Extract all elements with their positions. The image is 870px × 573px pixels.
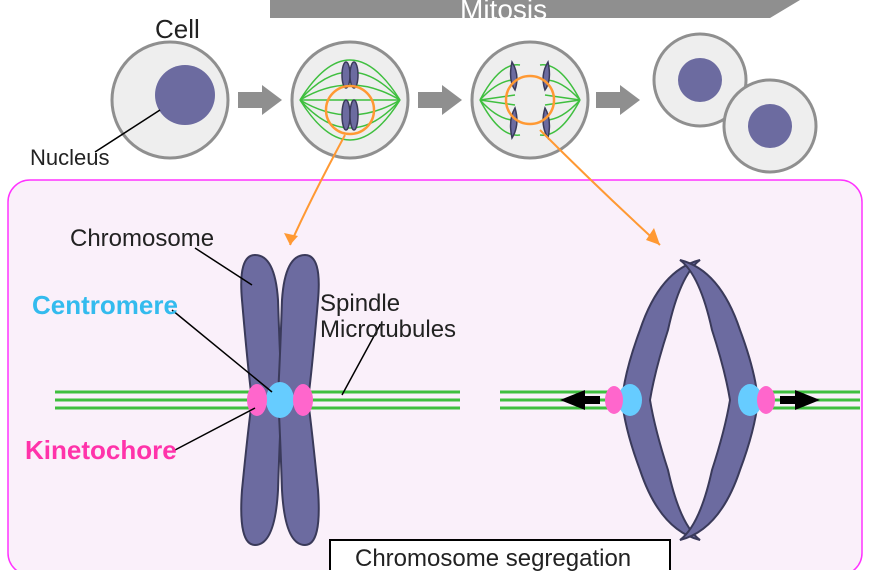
spindle-label-1: Spindle [320,290,400,318]
nucleus-label: Nucleus [30,145,109,171]
arrow-1 [238,85,282,115]
cell-stage-3 [472,42,588,158]
mitosis-title: Mitosis [460,0,547,26]
chromosome-label: Chromosome [70,225,214,253]
arrow-3 [596,85,640,115]
cell-stage-4 [654,34,816,172]
diagram-canvas [0,0,870,570]
segregation-label: Chromosome segregation [355,545,631,573]
cell-stage-1 [95,42,228,158]
spindle-label-2: Microtubules [320,316,456,344]
cell-label: Cell [155,14,200,45]
arrow-2 [418,85,462,115]
centromere-label: Centromere [32,290,178,321]
cell-stage-2 [292,42,408,158]
kinetochore-label: Kinetochore [25,435,177,466]
